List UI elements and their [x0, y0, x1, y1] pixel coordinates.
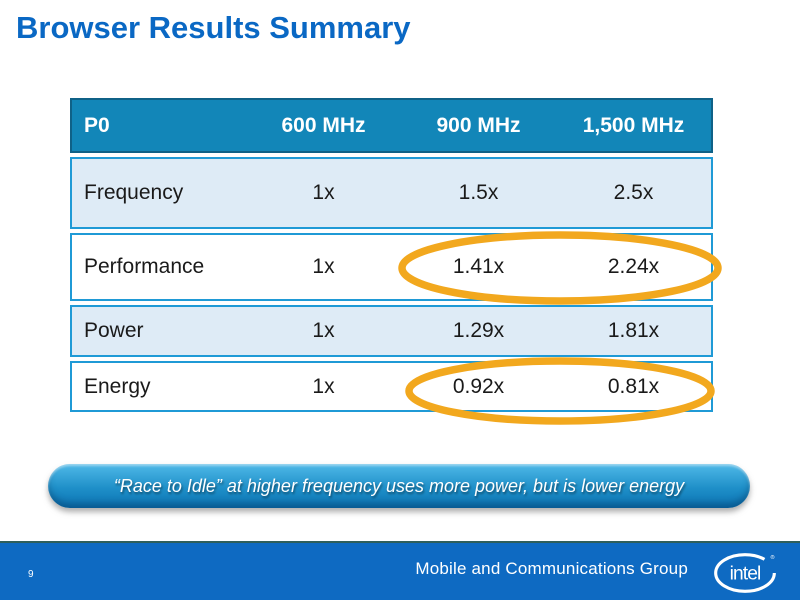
row-label: Frequency [84, 181, 184, 204]
cell-value: 1x [312, 181, 335, 204]
cell-value: 2.24x [607, 255, 660, 278]
cell-value: 1.29x [452, 319, 505, 342]
header-cell-p0: P0 [84, 113, 110, 137]
header-cell-1500mhz: 1,500 MHz [582, 113, 685, 137]
cell-value: 0.81x [607, 374, 660, 398]
table-row-power: Power 1x 1.29x 1.81x [70, 305, 713, 357]
footer-bar: 9 Mobile and Communications Group intel … [0, 541, 800, 600]
logo-wordmark: intel [730, 563, 761, 584]
row-label: Energy [84, 374, 151, 398]
table-header-row: P0 600 MHz 900 MHz 1,500 MHz [70, 98, 713, 153]
table-row-energy: Energy 1x 0.92x 0.81x [70, 361, 713, 412]
table-row-frequency: Frequency 1x 1.5x 2.5x [70, 157, 713, 229]
cell-value: 1x [312, 319, 335, 342]
page-title: Browser Results Summary [16, 10, 411, 45]
page-number: 9 [28, 569, 34, 580]
callout-banner: “Race to Idle” at higher frequency uses … [48, 464, 750, 508]
footer-group-label: Mobile and Communications Group [415, 559, 688, 578]
cell-value: 1x [312, 255, 335, 278]
intel-logo: intel ® [714, 553, 776, 593]
cell-value: 1x [312, 374, 335, 398]
header-cell-900mhz: 900 MHz [436, 113, 521, 137]
header-cell-600mhz: 600 MHz [281, 113, 366, 137]
cell-value: 0.92x [452, 374, 505, 398]
row-label: Power [84, 319, 144, 342]
cell-value: 1.81x [607, 319, 660, 342]
callout-text: “Race to Idle” at higher frequency uses … [113, 475, 685, 496]
cell-value: 2.5x [613, 181, 654, 204]
row-label: Performance [84, 255, 205, 278]
logo-registered-mark: ® [770, 554, 774, 561]
logo-swoosh-icon [714, 553, 776, 593]
table-row-performance: Performance 1x 1.41x 2.24x [70, 233, 713, 301]
cell-value: 1.41x [452, 255, 505, 278]
cell-value: 1.5x [458, 181, 499, 204]
results-table: P0 600 MHz 900 MHz 1,500 MHz Frequency 1… [70, 98, 713, 416]
